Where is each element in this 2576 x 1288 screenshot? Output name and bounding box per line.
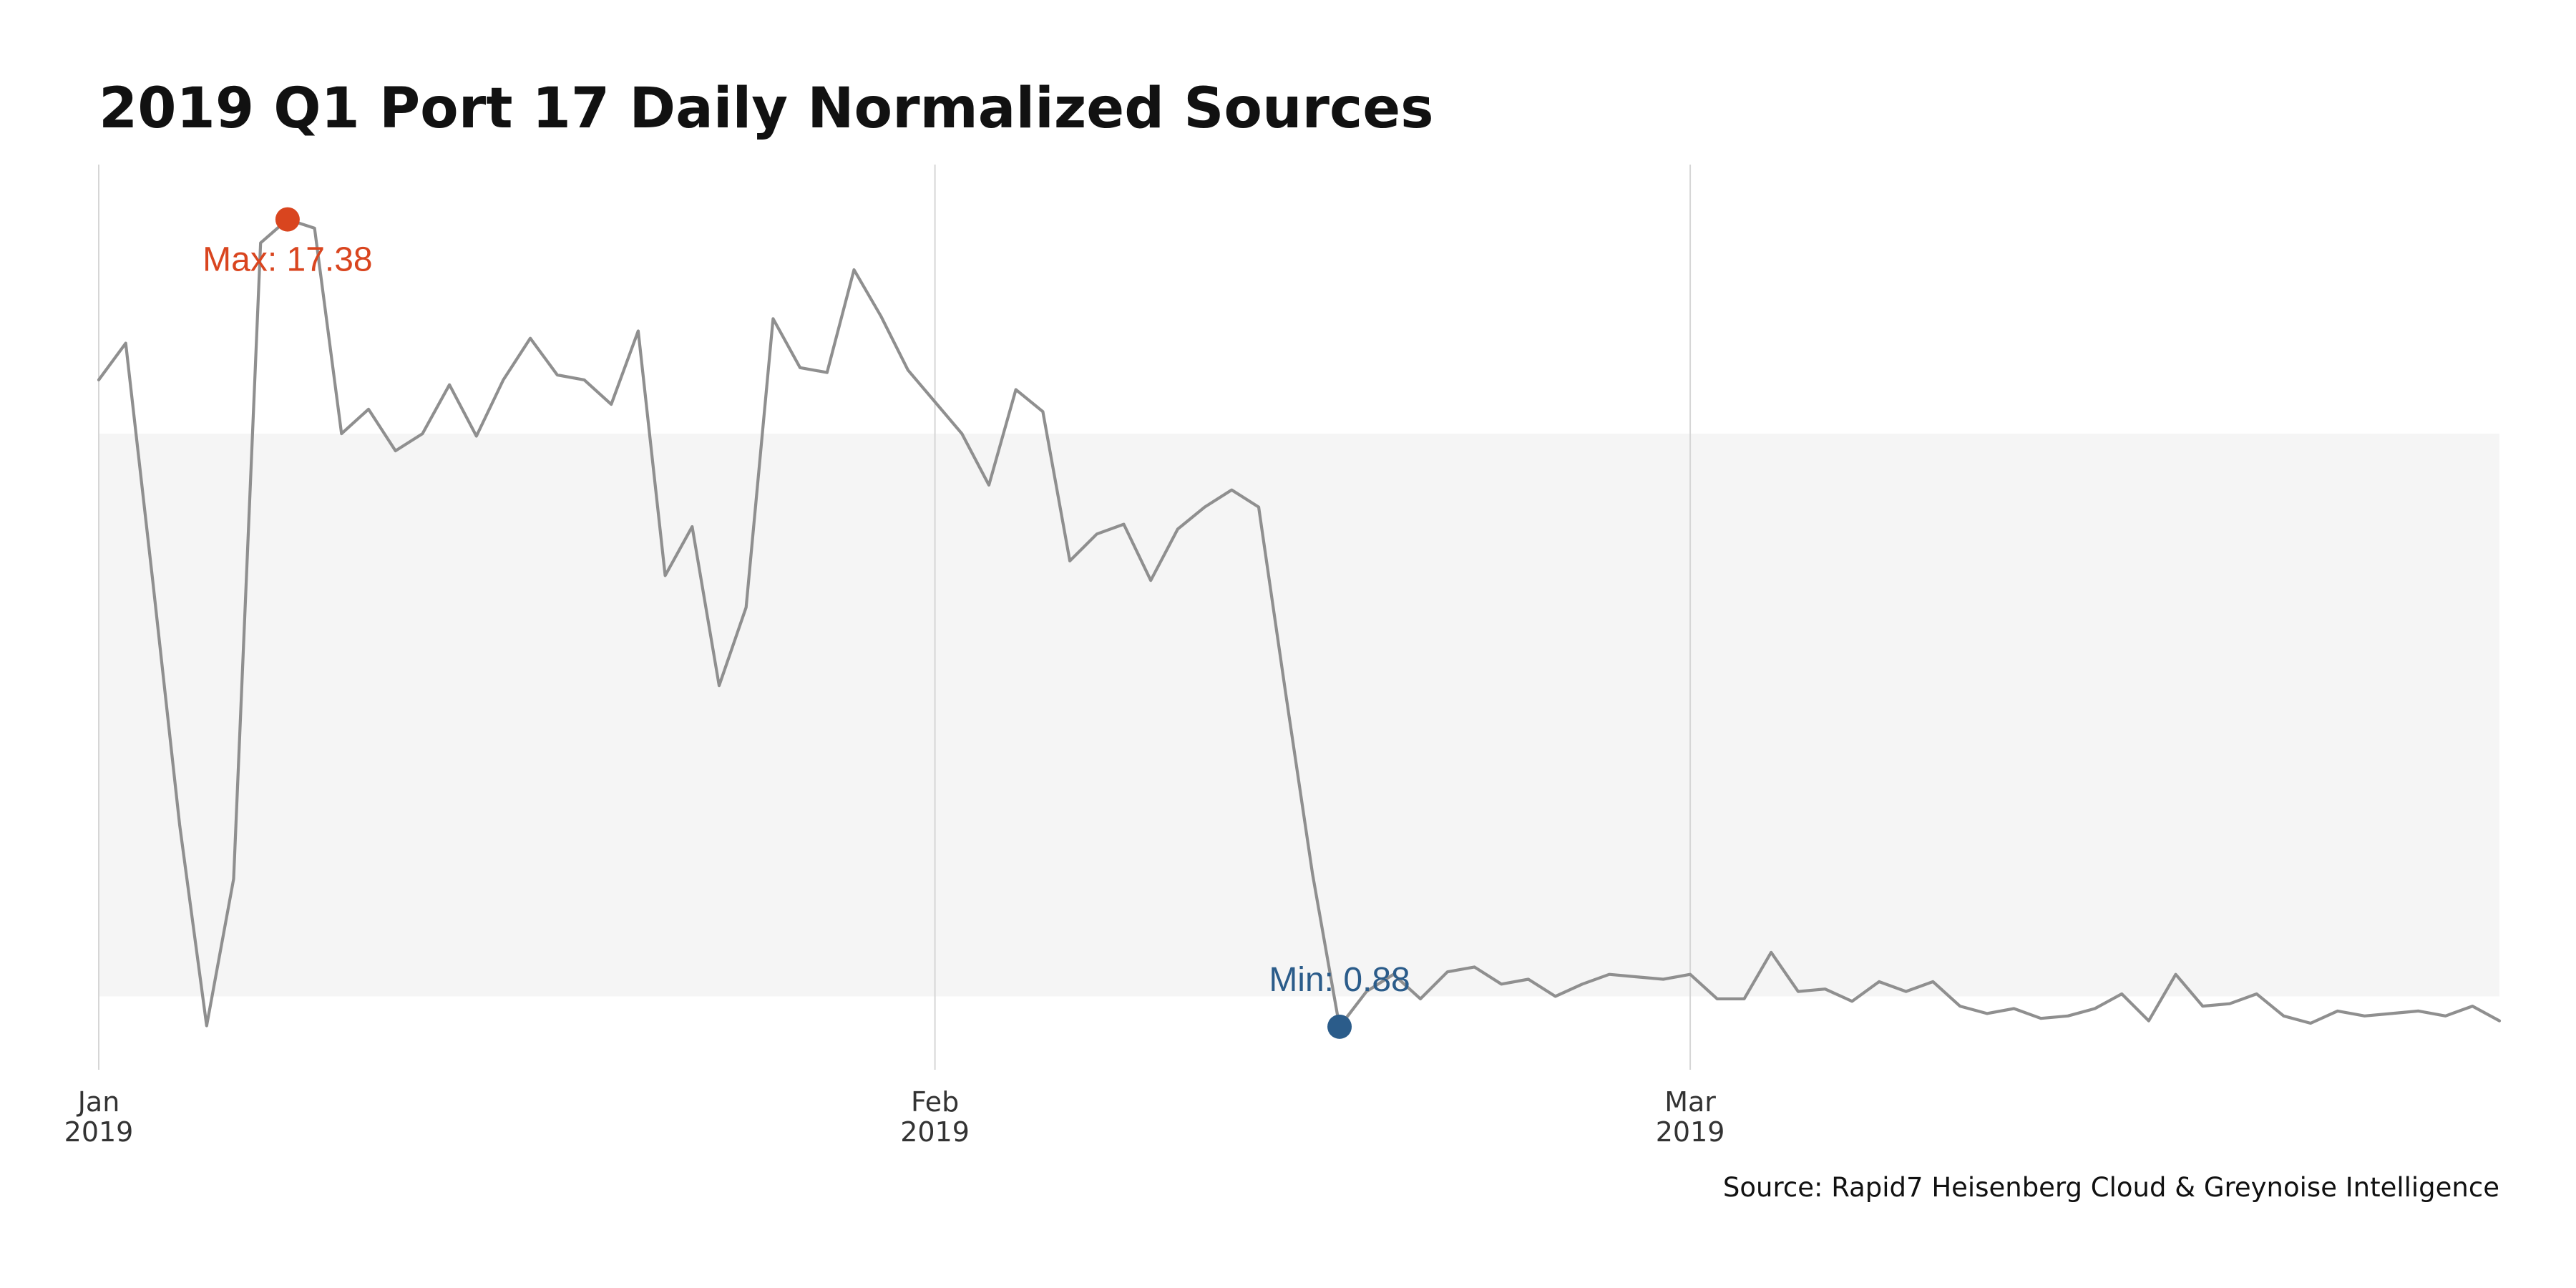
max-point [275,207,300,232]
x-tick-year-label: 2019 [1656,1116,1725,1148]
normal-range-band [99,434,2499,997]
grid-lines [98,165,1692,1070]
max-annotation: Max: 17.38 [203,241,372,279]
x-tick-month-label: Feb [911,1086,959,1118]
min-annotation: Min: 0.88 [1269,961,1410,999]
x-tick-month-label: Mar [1664,1086,1716,1118]
x-tick-year-label: 2019 [900,1116,970,1148]
min-point [1327,1014,1352,1039]
source-caption: Source: Rapid7 Heisenberg Cloud & Greyno… [1723,1172,2499,1203]
x-tick-month-label: Jan [77,1086,120,1118]
series-line [97,218,2502,1028]
chart-title: 2019 Q1 Port 17 Daily Normalized Sources [99,77,1434,141]
x-tick-year-label: 2019 [64,1116,134,1148]
